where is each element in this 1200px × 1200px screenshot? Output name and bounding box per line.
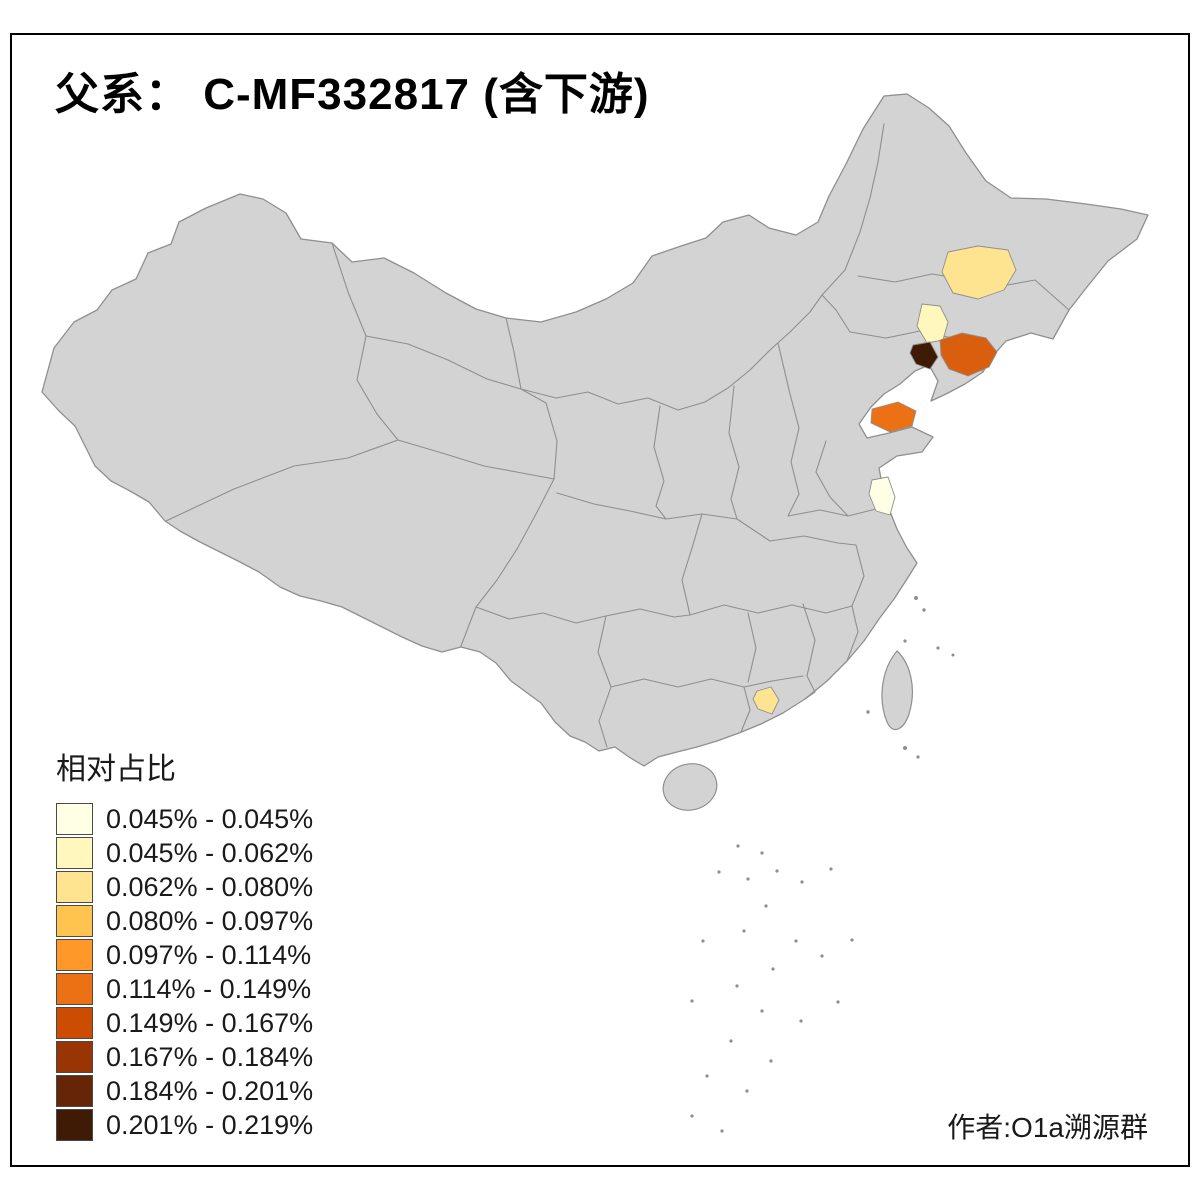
legend-label: 0.062% - 0.080%	[106, 871, 314, 902]
legend-title: 相对占比	[56, 753, 176, 786]
legend-item: 0.045% - 0.062%	[56, 836, 313, 870]
legend-label: 0.167% - 0.184%	[106, 1041, 314, 1072]
legend-item: 0.167% - 0.184%	[56, 1040, 313, 1074]
taiwan-island	[881, 650, 913, 731]
legend-label: 0.080% - 0.097%	[106, 905, 314, 936]
legend-swatch	[56, 905, 93, 937]
legend: 相对占比 0.045% - 0.045% 0.045% - 0.062% 0.062…	[56, 744, 313, 1142]
highlighted-region	[939, 332, 998, 377]
attribution: 作者:O1a溯源群	[947, 1112, 1148, 1143]
mainland-landmass	[41, 93, 1149, 767]
legend-label: 0.184% - 0.201%	[106, 1075, 314, 1106]
highlighted-region	[941, 245, 1017, 300]
legend-item: 0.184% - 0.201%	[56, 1074, 313, 1108]
legend-item: 0.114% - 0.149%	[56, 972, 313, 1006]
legend-swatch	[56, 1007, 93, 1039]
legend-label: 0.045% - 0.062%	[106, 837, 314, 868]
legend-label: 0.149% - 0.167%	[106, 1007, 314, 1038]
highlighted-region	[909, 341, 939, 370]
legend-swatch	[56, 1075, 93, 1107]
legend-swatch	[56, 871, 93, 903]
legend-label: 0.201% - 0.219%	[106, 1109, 314, 1140]
legend-label: 0.097% - 0.114%	[106, 939, 312, 970]
legend-item: 0.062% - 0.080%	[56, 870, 313, 904]
hainan-island	[662, 763, 718, 811]
legend-item: 0.045% - 0.045%	[56, 802, 313, 836]
legend-items: 0.045% - 0.045% 0.045% - 0.062% 0.062% - 0…	[56, 802, 313, 1142]
legend-swatch	[56, 939, 93, 971]
legend-item: 0.080% - 0.097%	[56, 904, 313, 938]
page-title: 父系： C-MF332817 (含下游)	[55, 70, 650, 119]
legend-swatch	[56, 803, 93, 835]
legend-item: 0.201% - 0.219%	[56, 1108, 313, 1142]
legend-swatch	[56, 1109, 93, 1141]
legend-label: 0.045% - 0.045%	[106, 803, 314, 834]
coastal-islands	[866, 596, 955, 759]
legend-item: 0.149% - 0.167%	[56, 1006, 313, 1040]
south-china-sea-islands	[690, 844, 854, 1133]
legend-swatch	[56, 973, 93, 1005]
highlighted-region	[868, 476, 896, 516]
legend-item: 0.097% - 0.114%	[56, 938, 313, 972]
legend-label: 0.114% - 0.149%	[106, 973, 312, 1004]
legend-swatch	[56, 837, 93, 869]
highlighted-region	[752, 686, 780, 715]
highlighted-region	[870, 401, 917, 433]
legend-swatch	[56, 1041, 93, 1073]
